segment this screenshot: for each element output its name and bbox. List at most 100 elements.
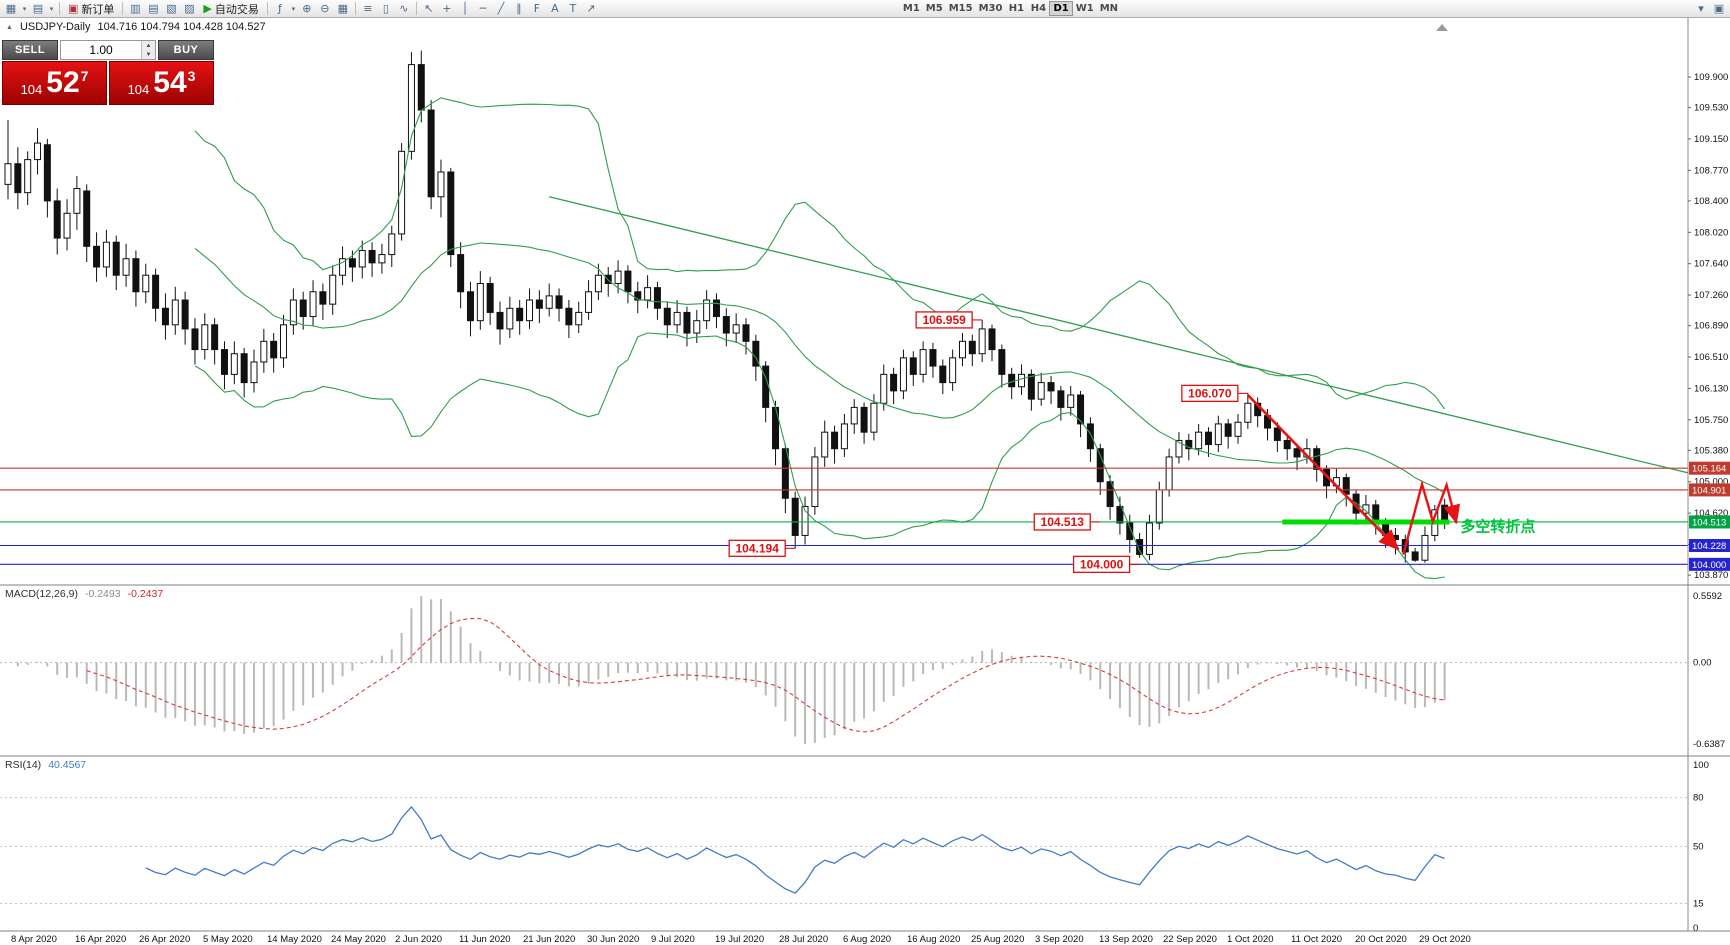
timeframe-m1-button[interactable]: M1 (902, 3, 920, 14)
candle (555, 288, 563, 322)
candle (398, 143, 406, 241)
timeframe-h4-button[interactable]: H4 (1030, 3, 1047, 14)
channel-icon[interactable]: ∥ (516, 2, 522, 15)
trendline-icon[interactable]: ╱ (497, 2, 505, 15)
price-callout-104.194[interactable]: 104.194 (728, 539, 796, 557)
indicators-dropdown-icon[interactable]: ▾ (291, 4, 296, 13)
candle (1018, 364, 1026, 396)
candle (34, 128, 42, 175)
new-chart-icon[interactable]: ▦ (5, 2, 17, 15)
svg-text:29 Oct 2020: 29 Oct 2020 (1419, 934, 1471, 945)
line-chart-icon[interactable]: ∿ (399, 2, 409, 15)
svg-text:5 May 2020: 5 May 2020 (203, 934, 253, 945)
navigator-icon[interactable]: ▧ (166, 2, 177, 15)
svg-text:16 Apr 2020: 16 Apr 2020 (75, 934, 126, 945)
candle (1037, 372, 1045, 406)
profiles-icon[interactable]: ▤ (32, 2, 44, 15)
data-window-icon[interactable]: ▤ (148, 2, 159, 15)
candle (191, 318, 199, 365)
market-watch-icon[interactable]: ▥ (130, 2, 141, 15)
svg-text:108.770: 108.770 (1694, 165, 1728, 176)
new-chart-dropdown-icon[interactable]: ▾ (22, 4, 27, 13)
candle (575, 301, 583, 334)
text-icon[interactable]: A (551, 2, 559, 15)
candlestick-chart-icon[interactable]: ▯ (382, 2, 389, 15)
main-price-panel: 多空转折点 106.959 106.070 104.513 104.194 104.000 (0, 50, 1690, 580)
timeframe-m5-button[interactable]: M5 (925, 3, 943, 14)
turning-point-note[interactable]: 多空转折点 (1460, 517, 1535, 535)
price-callout-106.959[interactable]: 106.959 (915, 311, 983, 329)
candle (1086, 417, 1094, 462)
candle (63, 199, 71, 251)
buy-button[interactable]: BUY (158, 40, 214, 60)
candle (673, 300, 681, 334)
timeframe-m15-button[interactable]: M15 (948, 3, 973, 14)
profiles-dropdown-icon[interactable]: ▾ (49, 4, 54, 13)
label-icon[interactable]: T (569, 2, 577, 15)
candle (929, 342, 937, 378)
one-click-trading-widget: SELL ▲ ▼ BUY 104 52 7 104 54 3 (2, 40, 214, 105)
new-order-button[interactable]: ▣ 新订单 (63, 1, 119, 17)
bar-chart-icon[interactable]: ≡ (363, 2, 373, 15)
help-icon[interactable]: ▣ (1713, 2, 1725, 15)
indicators-icon[interactable]: ƒ (277, 2, 282, 15)
terminal-icon[interactable]: ▨ (184, 2, 195, 15)
timeframe-m30-button[interactable]: M30 (978, 3, 1003, 14)
lot-decrease-icon[interactable]: ▼ (142, 50, 155, 59)
chart-shift-marker[interactable] (1436, 24, 1448, 31)
cursor-icon[interactable]: ↖ (424, 2, 434, 15)
horizontal-line-icon[interactable]: ─ (479, 2, 487, 15)
descending-trendline[interactable] (549, 196, 1690, 474)
svg-text:-0.6387: -0.6387 (1693, 739, 1725, 750)
candle (890, 367, 898, 405)
price-axis[interactable]: 109.900 109.530 109.150 108.770 108.400 108.0… (1687, 18, 1730, 931)
svg-text:109.150: 109.150 (1694, 134, 1728, 145)
candle (73, 176, 81, 230)
zoom-in-icon[interactable]: ⊕ (302, 2, 312, 15)
vertical-line-icon[interactable]: │ (461, 2, 469, 15)
lot-increase-icon[interactable]: ▲ (142, 41, 155, 50)
crosshair-icon[interactable]: + (442, 2, 452, 15)
buy-price-display[interactable]: 104 54 3 (109, 61, 214, 105)
svg-text:25 Aug 2020: 25 Aug 2020 (971, 934, 1024, 945)
candle (43, 138, 51, 218)
svg-text:103.870: 103.870 (1694, 570, 1728, 581)
svg-text:9 Jul 2020: 9 Jul 2020 (651, 934, 695, 945)
svg-text:14 May 2020: 14 May 2020 (267, 934, 322, 945)
price-tag-104.000 (1689, 557, 1730, 571)
price-callout-104.000[interactable]: 104.000 (1072, 555, 1140, 573)
timeframe-w1-button[interactable]: W1 (1075, 3, 1094, 14)
timeframe-mn-button[interactable]: MN (1099, 3, 1119, 14)
toolbar-options-icon[interactable]: ▾ (1698, 2, 1704, 15)
fibonacci-icon[interactable]: F (533, 2, 541, 15)
timeframe-d1-button[interactable]: D1 (1049, 1, 1073, 16)
candle (742, 318, 750, 355)
tile-windows-icon[interactable]: ▦ (337, 2, 349, 15)
price-callout-106.070[interactable]: 106.070 (1181, 384, 1248, 403)
candle (506, 296, 514, 339)
rsi-line (145, 805, 1445, 894)
timeframe-h1-button[interactable]: H1 (1008, 3, 1025, 14)
arrows-icon[interactable]: ↗ (586, 2, 596, 15)
svg-text:80: 80 (1693, 793, 1704, 804)
zigzag-arrow[interactable] (1402, 479, 1461, 555)
price-callout-104.513[interactable]: 104.513 (1033, 513, 1101, 531)
svg-text:6 Aug 2020: 6 Aug 2020 (843, 934, 891, 945)
candle (978, 319, 986, 362)
sell-button[interactable]: SELL (2, 40, 58, 60)
candle (24, 151, 32, 206)
zoom-out-icon[interactable]: ⊖ (320, 2, 330, 15)
svg-text:22 Sep 2020: 22 Sep 2020 (1163, 934, 1217, 945)
lot-size-input[interactable] (61, 41, 141, 59)
sell-price-display[interactable]: 104 52 7 (2, 61, 107, 105)
autotrading-button[interactable]: ▶ 自动交易 (198, 1, 263, 17)
candle (585, 280, 593, 320)
down-trend-arrow[interactable] (1246, 394, 1400, 551)
date-axis[interactable]: 8 Apr 2020 16 Apr 2020 26 Apr 2020 5 May 20… (11, 934, 1471, 945)
candle (831, 425, 839, 464)
svg-text:106.130: 106.130 (1694, 383, 1728, 394)
buy-price-main: 104 (127, 82, 150, 97)
svg-text:3 Sep 2020: 3 Sep 2020 (1035, 934, 1084, 945)
svg-text:105.380: 105.380 (1694, 445, 1728, 456)
